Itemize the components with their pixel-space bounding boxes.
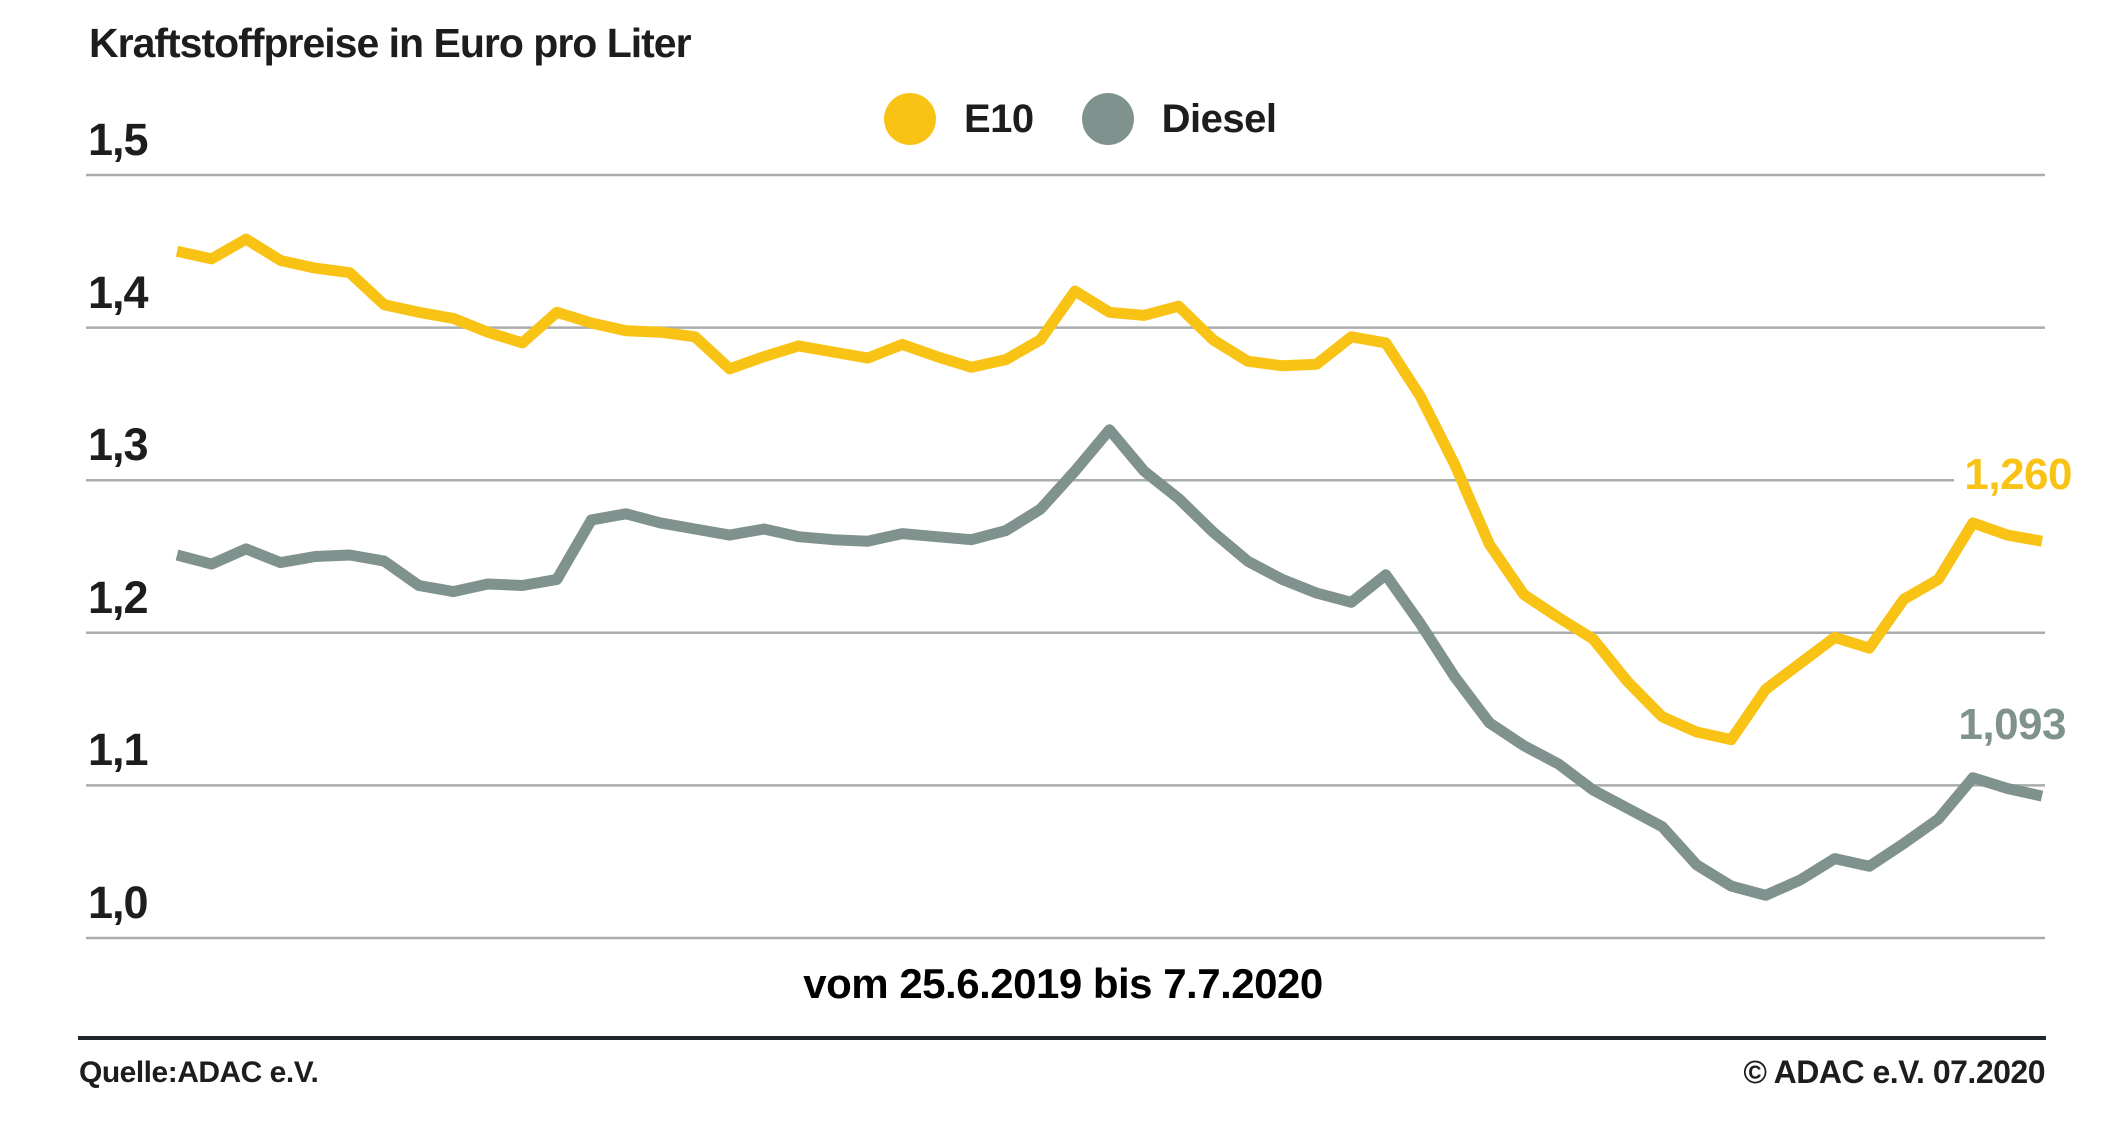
- footer-divider: [78, 1036, 2046, 1040]
- copyright-label: © ADAC e.V. 07.2020: [1743, 1054, 2045, 1090]
- diesel-legend-label: Diesel: [1161, 96, 1277, 141]
- y-axis-label: 1,5: [88, 114, 149, 165]
- y-axis-label: 1,2: [88, 571, 149, 623]
- e10-legend-label: E10: [964, 96, 1034, 141]
- diesel-legend-dot-icon: [1081, 93, 1134, 145]
- page-title: Kraftstoffpreise in Euro pro Liter: [89, 20, 692, 66]
- x-axis-range-label: vom 25.6.2019 bis 7.7.2020: [803, 960, 1323, 1007]
- e10-legend-dot-icon: [884, 93, 936, 145]
- y-axis-label: 1,0: [88, 877, 149, 928]
- y-axis-label: 1,4: [88, 266, 149, 318]
- diesel-end-value-label: 1,093: [1948, 700, 2066, 750]
- diesel-price-line: [175, 424, 2044, 901]
- e10-price-line: [175, 233, 2043, 746]
- y-axis-label: 1,1: [88, 724, 149, 776]
- source-label: Quelle:ADAC e.V.: [79, 1056, 319, 1089]
- e10-end-value-label: 1,260: [1954, 450, 2072, 500]
- y-axis-label: 1,3: [88, 419, 149, 471]
- chart-legend: E10 Diesel: [884, 93, 1277, 145]
